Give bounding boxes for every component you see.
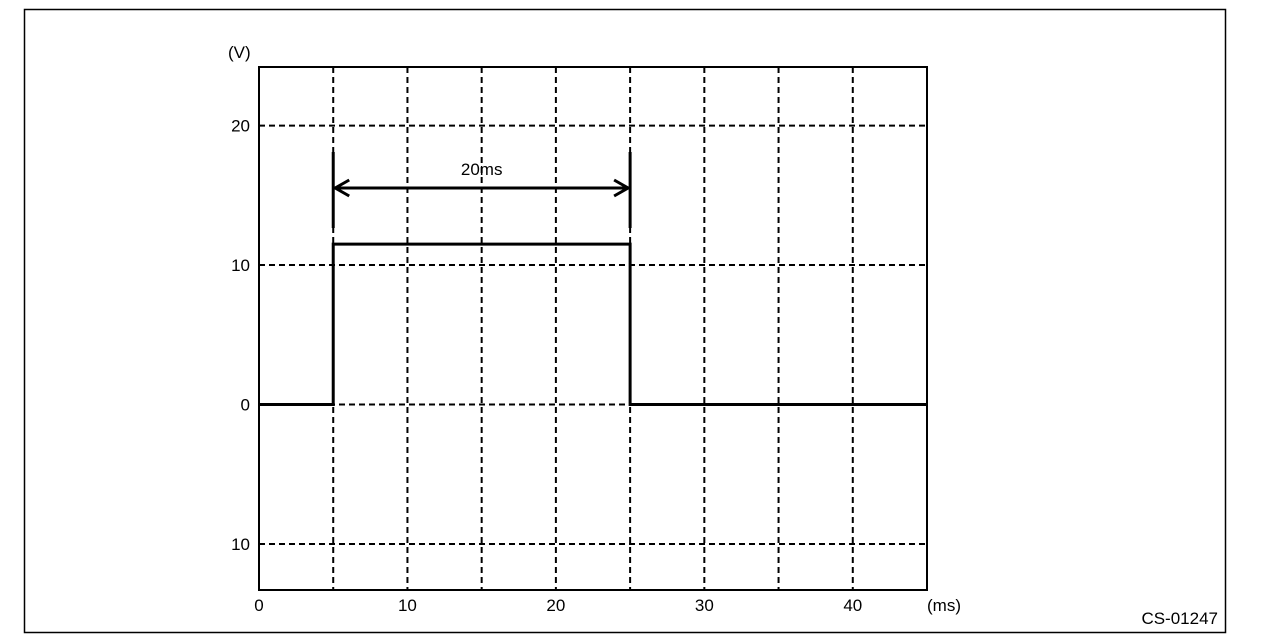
x-tick-label: 20 bbox=[546, 596, 565, 615]
grid bbox=[259, 67, 927, 590]
arrow-head-left-icon bbox=[332, 178, 350, 198]
y-axis-label: (V) bbox=[228, 43, 251, 62]
plot-frame bbox=[258, 66, 928, 591]
figure-id: CS-01247 bbox=[1141, 609, 1218, 628]
x-axis-label: (ms) bbox=[927, 596, 961, 615]
figure-border bbox=[23, 8, 1227, 634]
dimension-label: 20ms bbox=[461, 160, 503, 179]
annotations: 20ms bbox=[331, 152, 632, 228]
y-tick-label: 10 bbox=[231, 535, 250, 554]
tick-labels: 0 10 20 30 40 20 10 0 10 bbox=[231, 117, 862, 615]
x-tick-label: 40 bbox=[843, 596, 862, 615]
y-tick-label: 10 bbox=[231, 256, 250, 275]
series bbox=[259, 242, 927, 407]
y-tick-label: 20 bbox=[231, 117, 250, 136]
arrow-head-right-icon bbox=[613, 178, 632, 198]
x-tick-label: 0 bbox=[254, 596, 263, 615]
series-line bbox=[259, 242, 927, 407]
x-tick-label: 30 bbox=[695, 596, 714, 615]
x-tick-label: 10 bbox=[398, 596, 417, 615]
y-tick-label: 0 bbox=[241, 396, 250, 415]
